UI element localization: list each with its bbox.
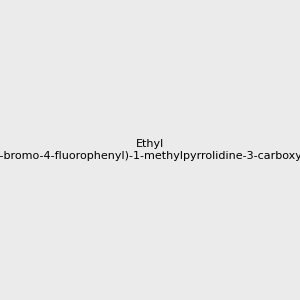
Text: Ethyl 4-(3-bromo-4-fluorophenyl)-1-methylpyrrolidine-3-carboxylate: Ethyl 4-(3-bromo-4-fluorophenyl)-1-methy… <box>0 139 300 161</box>
